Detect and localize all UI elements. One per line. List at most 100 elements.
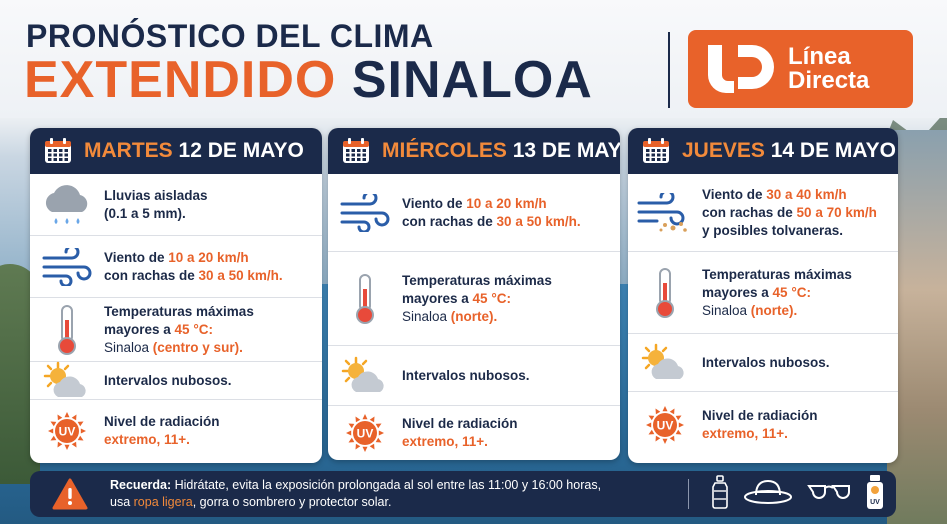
forecast-line: Temperaturas máximas — [104, 303, 254, 321]
forecast-highlight: 30 a 50 km/h. — [496, 213, 581, 229]
uv-sun-icon: UV — [328, 410, 402, 456]
forecast-line: extremo, 11+. — [702, 425, 818, 443]
footer-divider — [688, 479, 689, 509]
forecast-item: Intervalos nubosos. — [328, 346, 620, 406]
forecast-text: Lluvias aisladas — [104, 187, 208, 203]
forecast-line: Sinaloa (centro y sur). — [104, 339, 254, 357]
logo: Línea Directa — [688, 30, 913, 108]
forecast-text: mayores a — [104, 321, 175, 337]
forecast-line: Nivel de radiación — [104, 413, 220, 431]
reminder-line-1: Hidrátate, evita la exposición prolongad… — [171, 478, 602, 492]
forecast-line: mayores a 45 °C: — [104, 321, 254, 339]
forecast-text: (0.1 a 5 mm). — [104, 205, 186, 221]
forecast-line: con rachas de 30 a 50 km/h. — [402, 213, 581, 231]
forecast-text: Intervalos nubosos. — [104, 372, 232, 388]
forecast-item: Viento de 10 a 20 km/h con rachas de 30 a… — [30, 236, 322, 298]
rain-cloud-icon — [30, 182, 104, 228]
partly-cloudy-icon — [30, 361, 104, 401]
forecast-line: Viento de 10 a 20 km/h — [402, 195, 581, 213]
day-date: 14 DE MAYO — [770, 139, 896, 162]
forecast-highlight: extremo, 11+. — [702, 426, 788, 441]
forecast-line: Nivel de radiación — [702, 407, 818, 425]
forecast-text: Sinaloa — [104, 339, 153, 355]
forecast-text-block: Intervalos nubosos. — [104, 372, 232, 390]
forecast-line: Viento de 30 a 40 km/h — [702, 186, 877, 204]
forecast-highlight: 45 °C: — [174, 321, 213, 337]
reminder-line-2-highlight: ropa ligera — [133, 495, 193, 509]
forecast-line: Sinaloa (norte). — [702, 302, 852, 320]
forecast-text-block: Nivel de radiación extremo, 11+. — [104, 413, 220, 449]
forecast-line: Intervalos nubosos. — [702, 354, 830, 372]
day-name: MARTES — [84, 139, 173, 162]
forecast-item: Temperaturas máximas mayores a 45 °C: Sina… — [628, 252, 898, 334]
forecast-line: Viento de 10 a 20 km/h — [104, 249, 283, 267]
forecast-item: Temperaturas máximas mayores a 45 °C: Sina… — [30, 298, 322, 362]
forecast-line: extremo, 11+. — [104, 431, 220, 449]
forecast-item: UV Nivel de radiación extremo, 11+. — [328, 406, 620, 460]
forecast-text-block: Intervalos nubosos. — [402, 367, 530, 385]
forecast-text-block: Intervalos nubosos. — [702, 354, 830, 372]
forecast-item: Intervalos nubosos. — [628, 334, 898, 392]
forecast-highlight: 30 a 40 km/h — [766, 186, 847, 202]
day-card-thursday: JUEVES 14 DE MAYO Viento de 30 a 40 km/h… — [628, 128, 898, 463]
forecast-highlight: 10 a 20 km/h — [168, 249, 249, 265]
forecast-text-block: Viento de 30 a 40 km/h con rachas de 50 a… — [702, 186, 877, 240]
forecast-item: Lluvias aisladas (0.1 a 5 mm). — [30, 174, 322, 236]
forecast-highlight: 10 a 20 km/h — [466, 195, 547, 211]
forecast-text: Temperaturas máximas — [402, 272, 552, 288]
forecast-line: mayores a 45 °C: — [402, 290, 552, 308]
logo-text: Línea Directa — [788, 45, 869, 93]
forecast-line: con rachas de 50 a 70 km/h — [702, 204, 877, 222]
thermometer-icon — [30, 304, 104, 356]
forecast-text-block: Viento de 10 a 20 km/h con rachas de 30 a… — [402, 195, 581, 231]
thermometer-icon — [628, 267, 702, 319]
forecast-text-block: Temperaturas máximas mayores a 45 °C: Sina… — [402, 272, 552, 326]
title-line-1: PRONÓSTICO DEL CLIMA — [26, 18, 434, 54]
forecast-line: Temperaturas máximas — [402, 272, 552, 290]
logo-text-line-2: Directa — [788, 67, 870, 94]
title-line-2: EXTENDIDO SINALOA — [24, 50, 593, 110]
partly-cloudy-icon — [328, 356, 402, 396]
forecast-text: Nivel de radiación — [702, 408, 818, 423]
calendar-icon — [342, 138, 370, 164]
thermometer-icon — [328, 273, 402, 325]
forecast-line: mayores a 45 °C: — [702, 284, 852, 302]
card-header: MARTES 12 DE MAYO — [30, 128, 322, 174]
forecast-text: Nivel de radiación — [402, 416, 518, 431]
uv-sun-icon: UV — [628, 402, 702, 448]
day-date: 12 DE MAYO — [178, 139, 304, 162]
forecast-item: UV Nivel de radiación extremo, 11+. — [628, 392, 898, 458]
card-title: MARTES 12 DE MAYO — [84, 139, 304, 163]
forecast-line: y posibles tolvaneras. — [702, 222, 877, 240]
header-divider — [668, 32, 670, 108]
forecast-text: Nivel de radiación — [104, 414, 220, 429]
forecast-text-block: Temperaturas máximas mayores a 45 °C: Sina… — [702, 266, 852, 320]
card-header: MIÉRCOLES 13 DE MAYO — [328, 128, 620, 174]
forecast-text-block: Temperaturas máximas mayores a 45 °C: Sina… — [104, 303, 254, 357]
calendar-icon — [642, 138, 670, 164]
hat-icon — [743, 479, 793, 510]
forecast-text: con rachas de — [402, 213, 497, 229]
forecast-highlight: (norte). — [450, 308, 498, 324]
forecast-line: Sinaloa (norte). — [402, 308, 552, 326]
reminder-banner: Recuerda: Hidrátate, evita la exposición… — [30, 471, 896, 517]
title-extended: EXTENDIDO — [24, 51, 337, 109]
day-name: MIÉRCOLES — [382, 139, 507, 162]
forecast-text-block: Nivel de radiación extremo, 11+. — [402, 415, 518, 451]
svg-text:UV: UV — [59, 425, 76, 439]
forecast-highlight: 50 a 70 km/h — [796, 204, 877, 220]
wind-icon — [328, 193, 402, 232]
forecast-text: Sinaloa — [402, 308, 451, 324]
forecast-text-block: Nivel de radiación extremo, 11+. — [702, 407, 818, 443]
warning-icon — [30, 478, 110, 510]
card-title: JUEVES 14 DE MAYO — [682, 139, 896, 163]
forecast-text: Intervalos nubosos. — [702, 354, 830, 370]
forecast-text: Intervalos nubosos. — [402, 367, 530, 383]
forecast-text: y posibles tolvaneras. — [702, 222, 844, 238]
calendar-icon — [44, 138, 72, 164]
forecast-text-block: Viento de 10 a 20 km/h con rachas de 30 a… — [104, 249, 283, 285]
forecast-item: Viento de 30 a 40 km/h con rachas de 50 a… — [628, 174, 898, 252]
day-card-tuesday: MARTES 12 DE MAYO Lluvias aisladas (0.1 a… — [30, 128, 322, 463]
forecast-line: Lluvias aisladas — [104, 187, 208, 205]
forecast-item: Viento de 10 a 20 km/h con rachas de 30 a… — [328, 174, 620, 252]
